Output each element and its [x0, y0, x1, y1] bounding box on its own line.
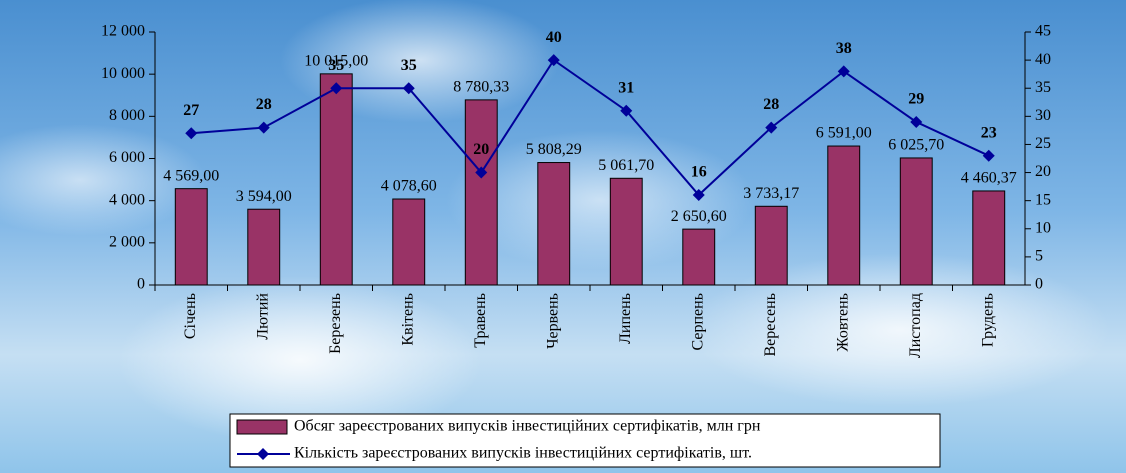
x-tick-label: Червень	[544, 293, 561, 349]
x-tick-label: Листопад	[907, 293, 924, 358]
legend-box	[229, 413, 941, 468]
legend-label: Кількість зареєстрованих випусків інвест…	[294, 445, 752, 462]
bar-value-label: 10 015,00	[304, 53, 368, 70]
x-tick-label: Лютий	[254, 293, 271, 340]
x-tick-label: Жовтень	[834, 293, 851, 352]
x-tick-label: Грудень	[979, 293, 996, 347]
bar-value-label: 5 061,70	[598, 157, 654, 174]
x-tick-label: Вересень	[762, 293, 779, 357]
x-tick-label: Липень	[617, 293, 634, 344]
y2-tick-label: 45	[1035, 23, 1051, 40]
line-value-label: 23	[981, 124, 997, 141]
bar	[174, 188, 208, 286]
y-tick-label: 0	[137, 276, 145, 293]
line-marker	[475, 166, 488, 179]
bar-value-label: 4 460,37	[961, 170, 1017, 187]
line-value-label: 28	[763, 96, 779, 113]
line-value-label: 35	[401, 57, 417, 74]
line-marker	[185, 127, 198, 140]
y-tick-label: 10 000	[101, 65, 145, 82]
line-value-label: 28	[256, 96, 272, 113]
y2-tick-label: 5	[1035, 248, 1043, 265]
y2-tick-label: 25	[1035, 135, 1051, 152]
bar	[319, 73, 353, 286]
line-marker	[402, 82, 415, 95]
line-marker	[257, 121, 270, 134]
bar-value-label: 6 591,00	[816, 125, 872, 142]
bar-value-label: 6 025,70	[888, 137, 944, 154]
bar	[682, 228, 716, 286]
line-value-label: 20	[473, 141, 489, 158]
legend-swatch	[236, 419, 288, 435]
bar	[609, 177, 643, 286]
line-value-label: 38	[836, 40, 852, 57]
y-tick-label: 6 000	[109, 149, 145, 166]
line-value-label: 27	[183, 102, 199, 119]
line-value-label: 31	[618, 79, 634, 96]
line-marker	[692, 189, 705, 202]
line-marker	[547, 54, 560, 67]
x-tick-label: Квітень	[399, 293, 416, 346]
line-value-label: 29	[908, 91, 924, 108]
bar	[754, 205, 788, 286]
line-value-label: 40	[546, 29, 562, 46]
bar-value-label: 5 808,29	[526, 141, 582, 158]
line	[191, 58, 990, 197]
y2-tick-label: 20	[1035, 163, 1051, 180]
bar	[827, 145, 861, 286]
y-tick-label: 12 000	[101, 23, 145, 40]
legend-label: Обсяг зареєстрованих випусків інвестицій…	[294, 418, 761, 435]
y2-tick-label: 10	[1035, 219, 1051, 236]
y2-tick-label: 40	[1035, 51, 1051, 68]
y2-tick-label: 35	[1035, 79, 1051, 96]
line-marker	[837, 65, 850, 78]
y2-tick-label: 30	[1035, 107, 1051, 124]
bar-value-label: 3 594,00	[236, 188, 292, 205]
bar	[464, 99, 498, 286]
x-tick-label: Березень	[327, 293, 344, 354]
y2-tick-label: 15	[1035, 191, 1051, 208]
bar	[899, 157, 933, 286]
line-value-label: 16	[691, 164, 707, 181]
y-tick-label: 2 000	[109, 234, 145, 251]
bar-value-label: 8 780,33	[453, 79, 509, 96]
y-tick-label: 4 000	[109, 191, 145, 208]
line-marker	[982, 149, 995, 162]
x-tick-label: Травень	[472, 293, 489, 348]
bar	[972, 190, 1006, 286]
y2-tick-label: 0	[1035, 276, 1043, 293]
bar-value-label: 4 569,00	[163, 167, 219, 184]
legend-marker	[257, 448, 269, 460]
bar	[247, 208, 281, 286]
bar-value-label: 4 078,60	[381, 178, 437, 195]
x-tick-label: Січень	[182, 293, 199, 339]
line-marker	[330, 82, 343, 95]
bar-value-label: 3 733,17	[743, 185, 799, 202]
bar	[392, 198, 426, 286]
line-marker	[765, 121, 778, 134]
bar-value-label: 2 650,60	[671, 208, 727, 225]
bar	[537, 162, 571, 286]
line-marker	[910, 115, 923, 128]
line-marker	[620, 104, 633, 117]
line-value-label: 35	[328, 57, 344, 74]
x-tick-label: Серпень	[689, 293, 706, 351]
y-tick-label: 8 000	[109, 107, 145, 124]
